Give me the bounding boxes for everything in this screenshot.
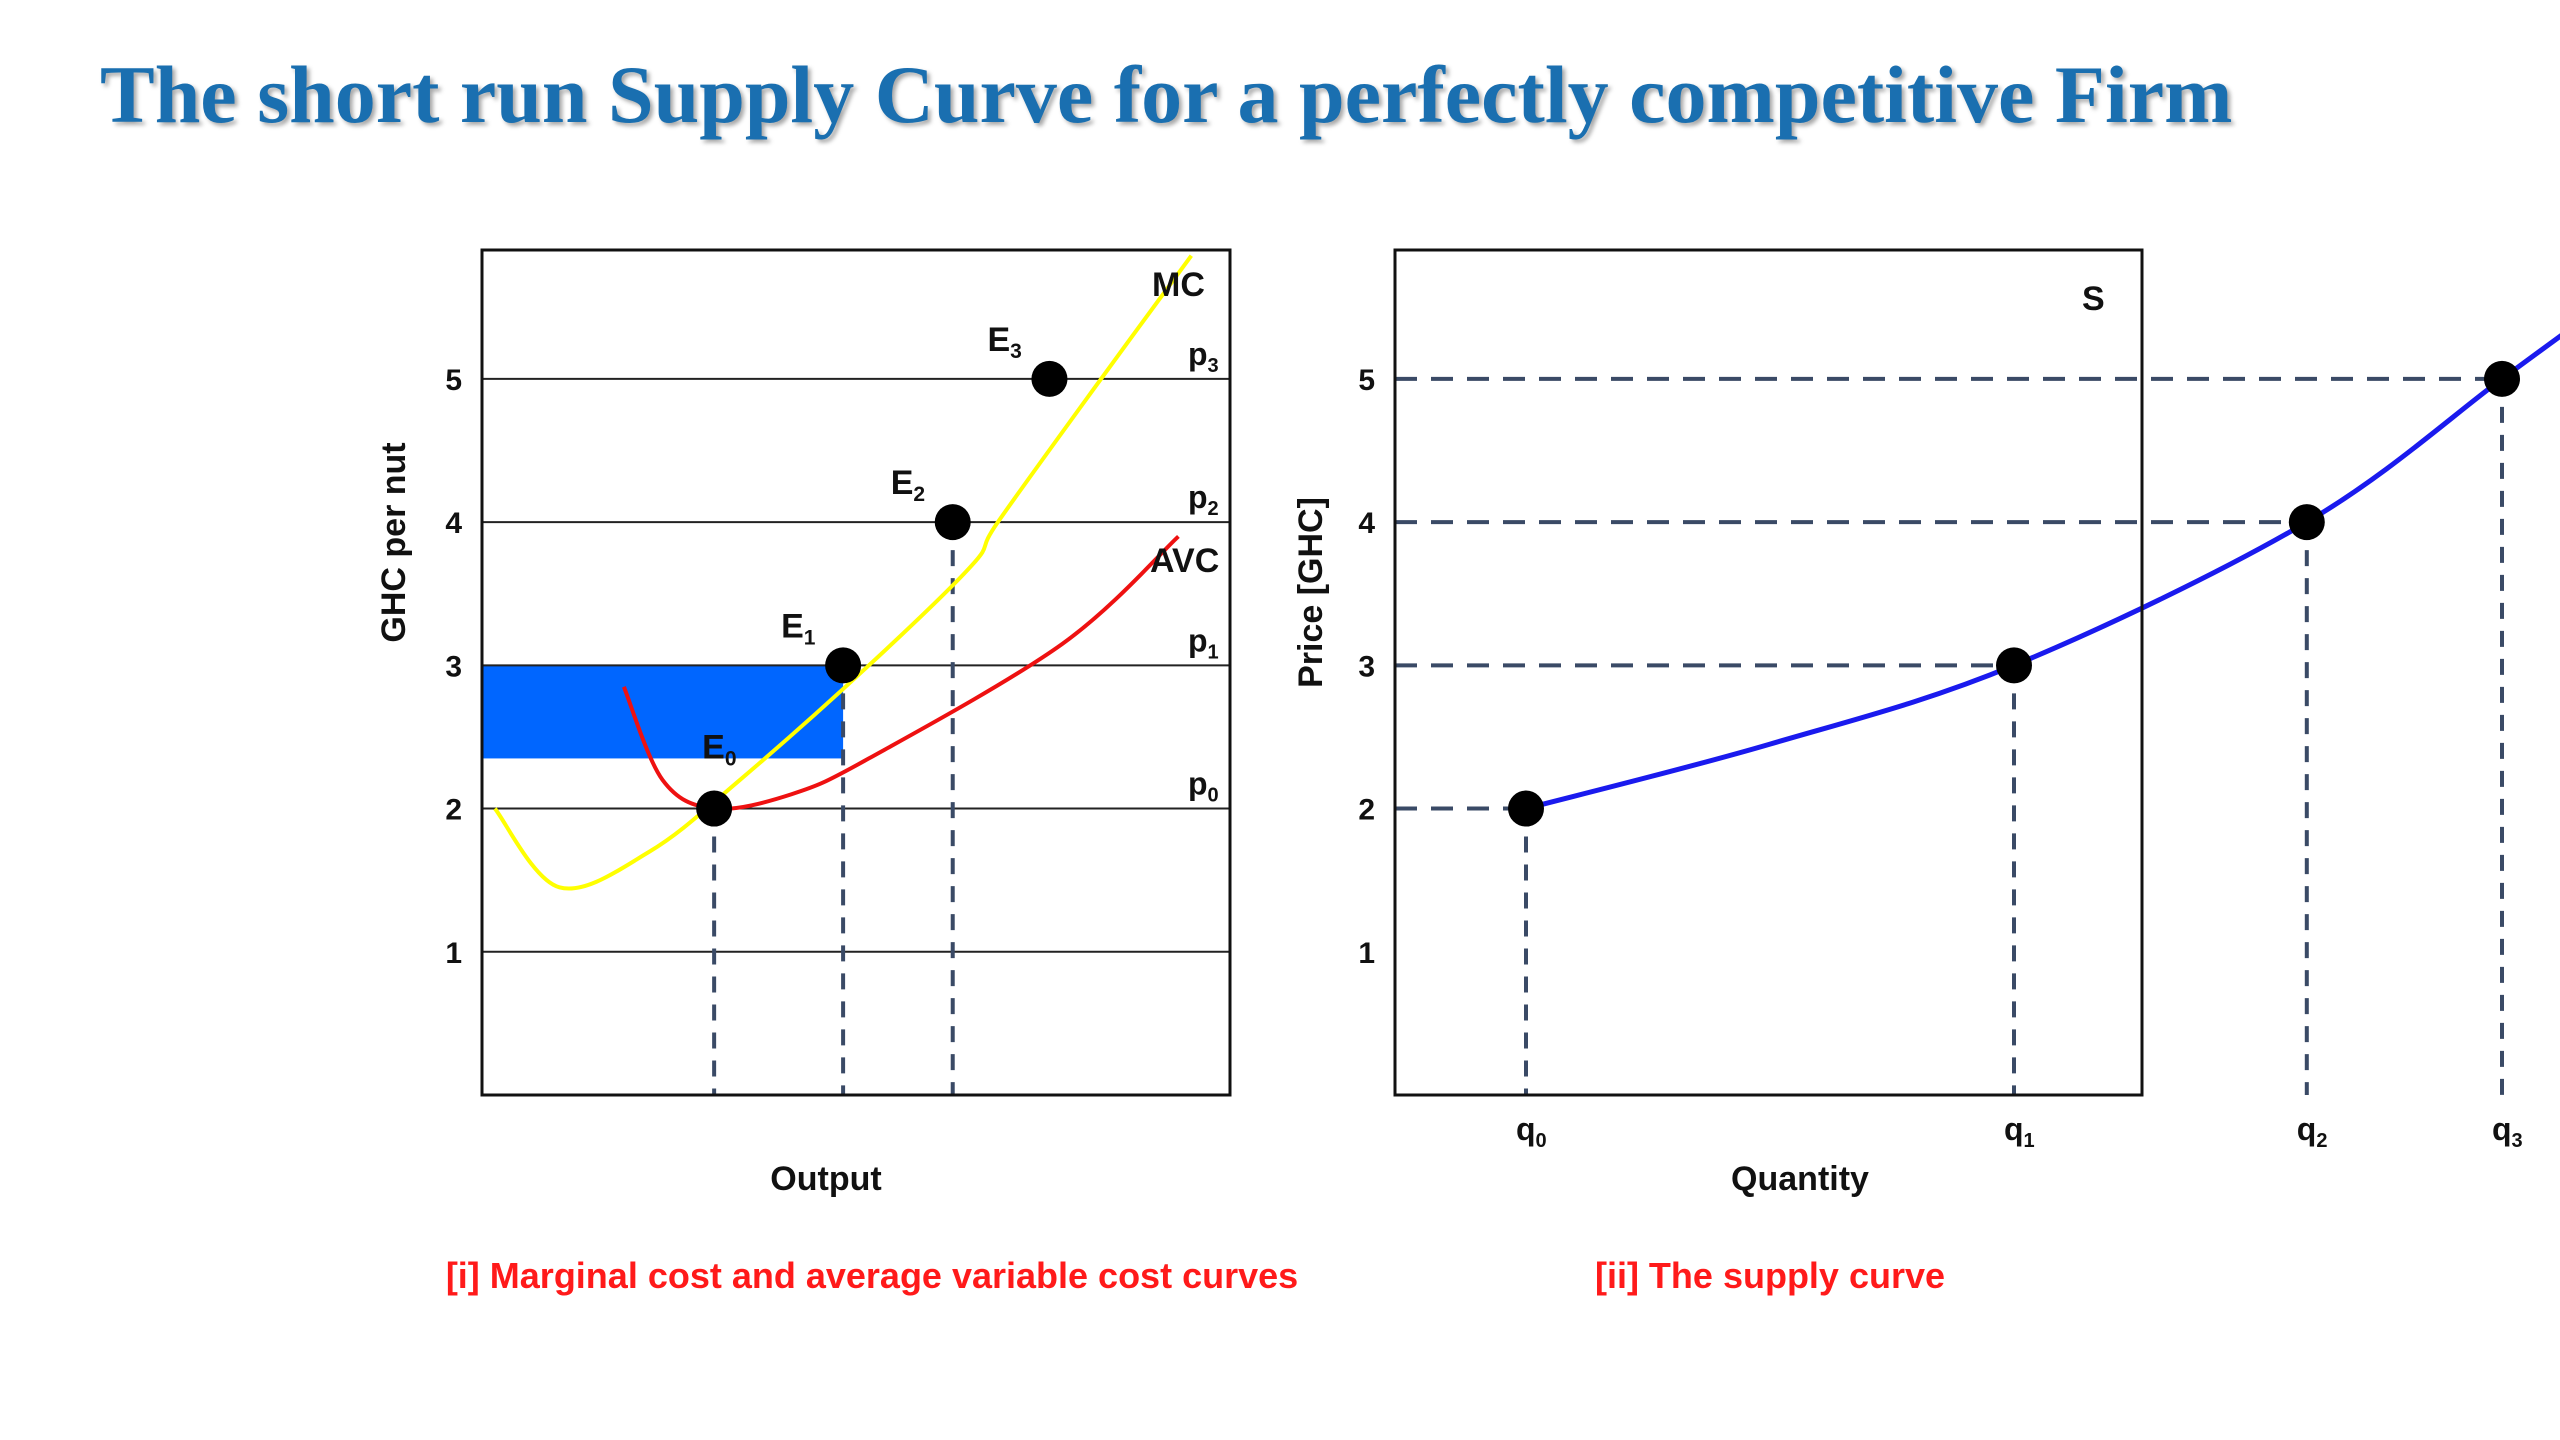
x-tick-label: q2 <box>2297 1111 2328 1152</box>
data-point <box>2288 504 2325 541</box>
data-point <box>2484 360 2520 397</box>
equilibrium-label: E0 <box>702 729 736 771</box>
y-tick-label: 4 <box>1358 507 1375 540</box>
shaded-region <box>482 665 844 759</box>
series-label-s: S <box>2082 280 2105 318</box>
slide-title: The short run Supply Curve for a perfect… <box>100 49 2233 140</box>
y-tick-label: 5 <box>1358 364 1375 397</box>
price-label: p1 <box>1188 622 1219 663</box>
y-axis-label: GHC per nut <box>375 442 413 642</box>
equilibrium-point <box>696 790 733 827</box>
caption-right: [ii] The supply curve <box>1595 1255 1945 1296</box>
caption-left: [i] Marginal cost and average variable c… <box>446 1255 1298 1296</box>
curve-mc <box>493 254 1193 891</box>
data-point <box>1508 790 1544 827</box>
y-tick-label: 3 <box>445 650 462 683</box>
y-tick-label: 1 <box>445 937 462 970</box>
y-tick-label: 2 <box>445 794 462 827</box>
series-label-mc: MC <box>1152 266 1205 304</box>
equilibrium-label: E3 <box>987 321 1021 363</box>
x-tick-label: q3 <box>2492 1111 2523 1152</box>
y-tick-label: 2 <box>1358 794 1375 827</box>
data-point <box>1996 647 2032 684</box>
plot-frame <box>1393 248 2144 1097</box>
series-label-avc: AVC <box>1150 542 1219 580</box>
price-label: p2 <box>1188 479 1219 520</box>
price-label: p0 <box>1188 766 1219 807</box>
x-axis-label: Quantity <box>1731 1160 1869 1198</box>
y-tick-label: 3 <box>1358 650 1375 683</box>
y-tick-label: 5 <box>445 364 462 397</box>
y-tick-label: 1 <box>1358 937 1375 970</box>
equilibrium-point <box>934 504 971 541</box>
y-axis-label: Price [GHC] <box>1292 497 1330 688</box>
equilibrium-label: E1 <box>781 607 816 649</box>
equilibrium-label: E2 <box>891 464 925 506</box>
x-tick-label: q0 <box>1516 1111 1547 1152</box>
curve-s <box>1525 333 2560 811</box>
price-label: p3 <box>1188 336 1219 377</box>
x-axis-label: Output <box>770 1160 881 1198</box>
equilibrium-point <box>825 647 862 684</box>
x-tick-label: q1 <box>2004 1111 2035 1152</box>
curve-avc <box>622 534 1180 811</box>
equilibrium-point <box>1031 360 1068 397</box>
mc-avc-chart: 1 2 3 4 5 p0 p1 p2 p3 MC AVC E0 E1 E2 E3 Output GHC per … <box>375 248 1298 1296</box>
plot-frame <box>480 248 1232 1097</box>
y-tick-label: 4 <box>445 507 462 540</box>
supply-curve-chart: 1 2 3 4 5 Sq0 q1 q2 q3 Quantity Price [GHC] [ii] Th… <box>1292 248 2560 1296</box>
